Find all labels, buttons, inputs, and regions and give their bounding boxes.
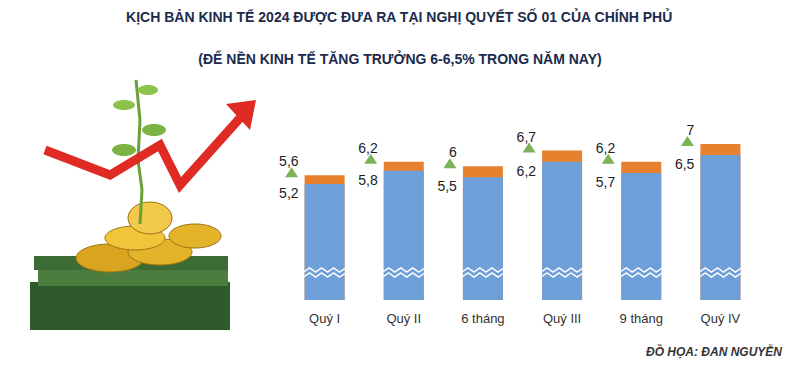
- svg-text:6,2: 6,2: [517, 163, 537, 179]
- svg-text:9 tháng: 9 tháng: [620, 311, 663, 326]
- svg-text:5,5: 5,5: [437, 178, 457, 194]
- svg-text:5,6: 5,6: [279, 153, 299, 169]
- svg-text:5,7: 5,7: [596, 174, 616, 190]
- svg-text:7: 7: [687, 122, 695, 138]
- svg-text:6,2: 6,2: [596, 140, 616, 156]
- svg-text:KỊCH BẢN KINH TẾ 2024 ĐƯỢC ĐƯA: KỊCH BẢN KINH TẾ 2024 ĐƯỢC ĐƯA RA TẠI NG…: [126, 8, 672, 25]
- svg-text:6,5: 6,5: [675, 156, 695, 172]
- svg-text:Quý II: Quý II: [386, 311, 421, 326]
- svg-text:Quý IV: Quý IV: [701, 311, 741, 326]
- svg-text:ĐỒ HỌA: ĐAN NGUYỄN: ĐỒ HỌA: ĐAN NGUYỄN: [646, 344, 782, 359]
- svg-text:5,8: 5,8: [358, 172, 378, 188]
- svg-text:Quý I: Quý I: [309, 311, 340, 326]
- svg-text:Quý III: Quý III: [543, 311, 581, 326]
- svg-text:5,2: 5,2: [279, 185, 299, 201]
- svg-text:(ĐỂ NỀN KINH TẾ TĂNG TRƯỞNG 6-: (ĐỂ NỀN KINH TẾ TĂNG TRƯỞNG 6-6,5% TRONG…: [198, 50, 601, 67]
- svg-text:6: 6: [449, 144, 457, 160]
- svg-text:6,2: 6,2: [358, 140, 378, 156]
- svg-text:6 tháng: 6 tháng: [461, 311, 504, 326]
- svg-text:6,7: 6,7: [517, 129, 537, 145]
